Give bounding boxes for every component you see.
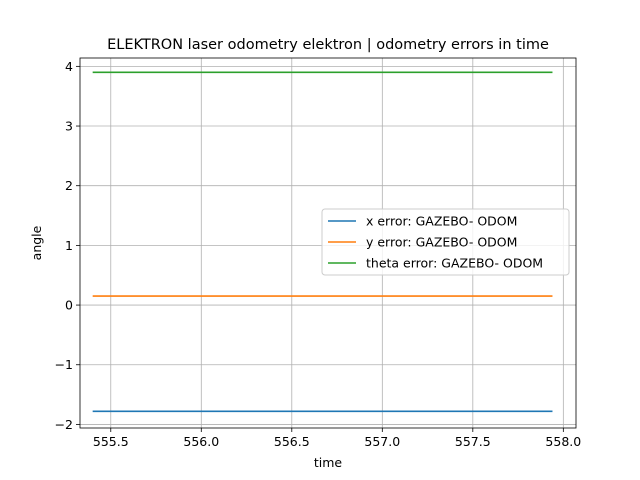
chart-title: ELEKTRON laser odometry elektron | odome…: [107, 37, 549, 53]
x-axis: 555.5 556.0 556.5 557.0 557.5 558.0: [93, 428, 581, 449]
y-tick-label: 3: [65, 119, 73, 134]
y-tick-label: 4: [65, 59, 73, 74]
x-tick-label: 558.0: [545, 434, 581, 449]
y-tick-label: 1: [65, 238, 73, 253]
x-tick-label: 555.5: [93, 434, 129, 449]
y-tick-label: −1: [55, 357, 73, 372]
legend-label-0: x error: GAZEBO- ODOM: [366, 214, 517, 229]
legend: x error: GAZEBO- ODOM y error: GAZEBO- OD…: [321, 208, 570, 276]
y-axis-label: angle: [29, 225, 44, 260]
plot-series: [92, 71, 553, 413]
y-tick-label: 2: [65, 178, 73, 193]
legend-box: [321, 208, 570, 276]
y-tick-label: 0: [65, 298, 73, 313]
x-tick-label: 557.5: [455, 434, 491, 449]
x-tick-label: 556.0: [183, 434, 219, 449]
x-tick-label: 556.5: [274, 434, 310, 449]
y-axis: −2 −1 0 1 2 3 4: [55, 59, 80, 432]
x-axis-label: time: [314, 455, 343, 470]
y-tick-label: −2: [55, 417, 73, 432]
legend-label-2: theta error: GAZEBO- ODOM: [366, 256, 543, 271]
x-tick-label: 557.0: [364, 434, 400, 449]
plot-frame: [79, 57, 577, 429]
legend-label-1: y error: GAZEBO- ODOM: [366, 235, 517, 250]
